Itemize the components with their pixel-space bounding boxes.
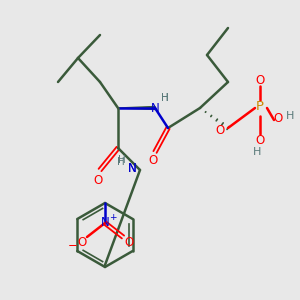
Text: P: P — [256, 100, 264, 112]
Text: H: H — [118, 155, 126, 165]
Text: O: O — [148, 154, 158, 167]
Text: N: N — [128, 161, 136, 175]
Text: −: − — [68, 238, 78, 251]
Text: H: H — [286, 111, 294, 121]
Text: O: O — [255, 74, 265, 86]
Polygon shape — [118, 106, 155, 110]
Text: H: H — [161, 93, 169, 103]
Text: O: O — [215, 124, 225, 136]
Text: N: N — [100, 217, 109, 230]
Text: O: O — [124, 236, 134, 248]
Text: O: O — [255, 134, 265, 148]
Text: N: N — [151, 103, 159, 116]
Text: H: H — [253, 147, 261, 157]
Text: H: H — [117, 157, 125, 167]
Text: N: N — [128, 161, 136, 175]
Text: O: O — [77, 236, 87, 248]
Text: H: H — [161, 93, 169, 103]
Text: +: + — [109, 214, 117, 223]
Text: O: O — [273, 112, 283, 125]
Text: O: O — [93, 173, 103, 187]
